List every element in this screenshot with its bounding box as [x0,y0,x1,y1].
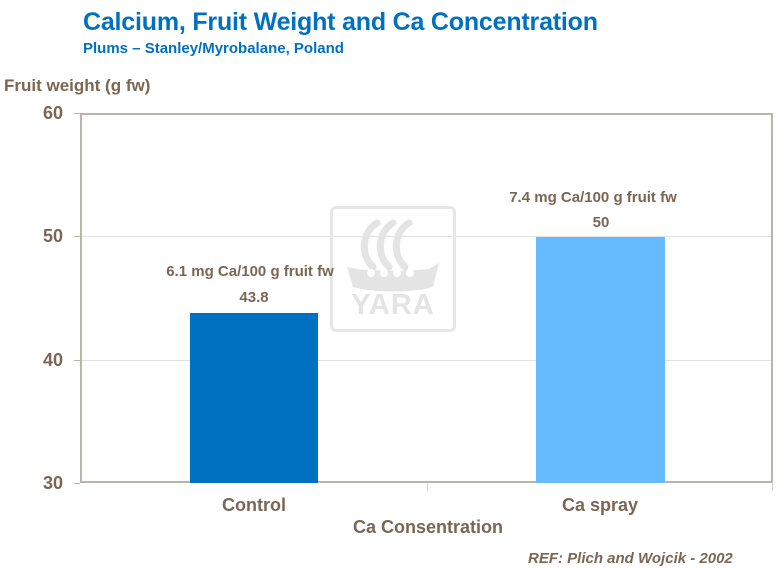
watermark-text: YARA [351,289,435,321]
bar-ca-spray [536,237,665,483]
x-axis-title: Ca Consentration [353,517,504,537]
y-tick-30: 30 [42,473,63,493]
reference-note: REF: Plich and Wojcik - 2002 [528,550,733,567]
y-tick-mark [74,113,80,114]
y-tick-mark [74,236,80,237]
y-tick-40: 40 [42,350,63,370]
y-tick-mark [74,360,80,361]
y-tick-50: 50 [42,226,63,246]
x-tick-control: Control [222,495,286,515]
chart-subtitle: Plums – Stanley/Myrobalane, Poland [83,40,344,57]
y-tick-60: 60 [42,103,63,123]
annotation-control: 6.1 mg Ca/100 g fruit fw [166,263,334,280]
gridline-40 [82,360,771,361]
x-tick-mark [427,483,428,491]
x-tick-ca-spray: Ca spray [561,495,639,515]
y-axis-title: Fruit weight (g fw) [4,76,151,95]
value-label-control: 43.8 [239,289,269,306]
viking-ship-icon [347,219,439,292]
y-tick-mark [74,483,80,484]
x-tick-mark [772,483,773,491]
gridline-50 [82,236,771,237]
annotation-ca-spray: 7.4 mg Ca/100 g fruit fw [509,189,677,206]
chart-title: Calcium, Fruit Weight and Ca Concentrati… [83,8,598,36]
bar-control [190,313,318,483]
yara-logo-watermark: YARA [330,206,456,332]
value-label-ca-spray: 50 [592,214,610,231]
